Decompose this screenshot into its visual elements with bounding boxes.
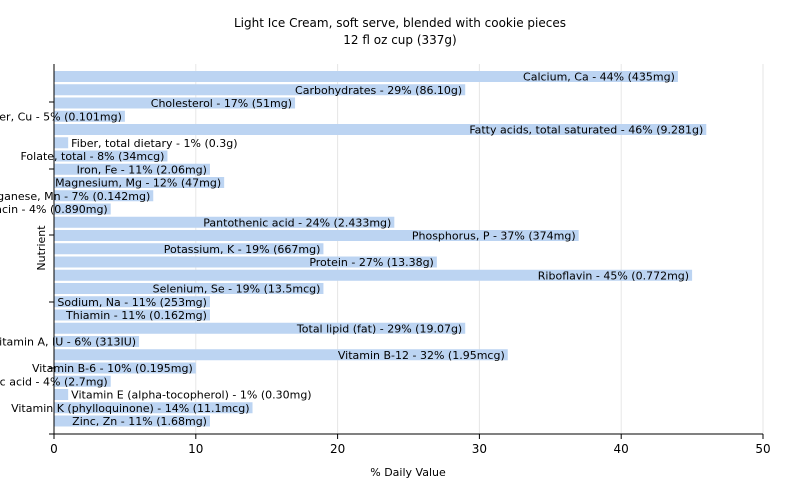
bar-data-label: Thiamin - 11% (0.162mg) <box>65 309 207 322</box>
bar <box>54 415 210 427</box>
bar <box>54 97 296 109</box>
bar-data-label: Vitamin K (phylloquinone) - 14% (11.1mcg… <box>11 402 249 415</box>
bar-data-label: Iron, Fe - 11% (2.06mg) <box>77 163 207 176</box>
x-tick-label: 20 <box>330 442 345 456</box>
bar-data-label: Potassium, K - 19% (667mg) <box>164 243 321 256</box>
y-axis-label: Nutrient <box>35 225 48 271</box>
bar <box>54 283 324 294</box>
bar-data-label: Calcium, Ca - 44% (435mg) <box>523 71 675 84</box>
bar-data-label: Fiber, total dietary - 1% (0.3g) <box>71 137 237 150</box>
bar <box>54 230 579 241</box>
bar-data-label: Vitamin B-6 - 10% (0.195mg) <box>32 362 193 375</box>
bar <box>54 137 69 149</box>
bar-data-label: Vitamin B-12 - 32% (1.95mcg) <box>338 349 505 362</box>
bar <box>54 110 125 122</box>
bar <box>54 203 111 215</box>
bar-data-label: Zinc, Zn - 11% (1.68mg) <box>72 415 207 428</box>
bar <box>54 243 324 255</box>
x-axis-label: % Daily Value <box>370 466 446 479</box>
bar <box>54 177 225 188</box>
x-tick-labels: 0 10 20 30 40 50 <box>50 442 770 456</box>
bar-data-label: Fatty acids, total saturated - 46% (9.28… <box>469 124 703 137</box>
bar <box>54 336 140 347</box>
bars: Calcium, Ca - 44% (435mg) Carbohydrates -… <box>0 71 707 428</box>
bar-data-label: Carbohydrates - 29% (86.10g) <box>295 84 462 97</box>
bar-data-label: Cholesterol - 17% (51mg) <box>151 97 292 110</box>
bar-data-label: Selenium, Se - 19% (13.5mcg) <box>153 283 321 296</box>
bar <box>54 163 210 175</box>
bar <box>54 362 196 374</box>
bar <box>54 296 210 308</box>
bar-data-label: Folate, total - 8% (34mcg) <box>21 150 165 163</box>
bar-data-label: Copper, Cu - 5% (0.101mg) <box>0 110 122 123</box>
bar-data-label: Protein - 27% (13.38g) <box>309 256 434 269</box>
bar <box>54 269 693 281</box>
chart-title: Light Ice Cream, soft serve, blended wit… <box>234 16 566 30</box>
bar <box>54 309 210 321</box>
bar <box>54 150 168 162</box>
bar <box>54 256 437 268</box>
bar <box>54 124 707 135</box>
bar-data-label: Riboflavin - 45% (0.772mg) <box>538 269 689 282</box>
bar <box>54 190 154 202</box>
axes <box>49 64 764 439</box>
bar-data-label: Total lipid (fat) - 29% (19.07g) <box>296 322 462 335</box>
bar <box>54 84 466 96</box>
bar-data-label: Magnesium, Mg - 12% (47mg) <box>55 177 221 190</box>
chart-subtitle: 12 fl oz cup (337g) <box>343 33 456 47</box>
bar <box>54 375 111 387</box>
bar <box>54 216 395 228</box>
x-tick-label: 50 <box>755 442 770 456</box>
bar <box>54 402 253 414</box>
bar-data-label: Vitamin E (alpha-tocopherol) - 1% (0.30m… <box>71 389 311 402</box>
bar-data-label: Manganese, Mn - 7% (0.142mg) <box>0 190 150 203</box>
x-tick-label: 10 <box>188 442 203 456</box>
x-tick-label: 0 <box>50 442 58 456</box>
bar-data-label: Phosphorus, P - 37% (374mg) <box>412 230 576 243</box>
x-tick-label: 40 <box>614 442 629 456</box>
bar <box>54 349 508 361</box>
bar-data-label: Pantothenic acid - 24% (2.433mg) <box>203 216 391 229</box>
x-tick-label: 30 <box>472 442 487 456</box>
bar-data-label: Sodium, Na - 11% (253mg) <box>57 296 207 309</box>
bar <box>54 322 466 334</box>
bar <box>54 71 678 82</box>
bar <box>54 389 69 400</box>
bar-data-label: Vitamin A, IU - 6% (313IU) <box>0 336 136 349</box>
